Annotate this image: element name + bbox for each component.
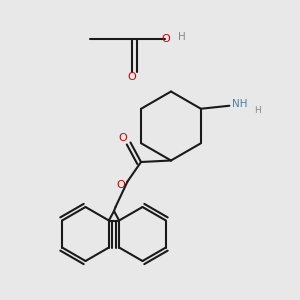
Text: NH: NH [232,99,248,109]
Text: H: H [178,32,185,42]
Text: H: H [254,106,261,115]
Text: O: O [116,179,125,190]
Text: O: O [118,133,127,143]
Text: O: O [128,71,136,82]
Text: O: O [161,34,170,44]
